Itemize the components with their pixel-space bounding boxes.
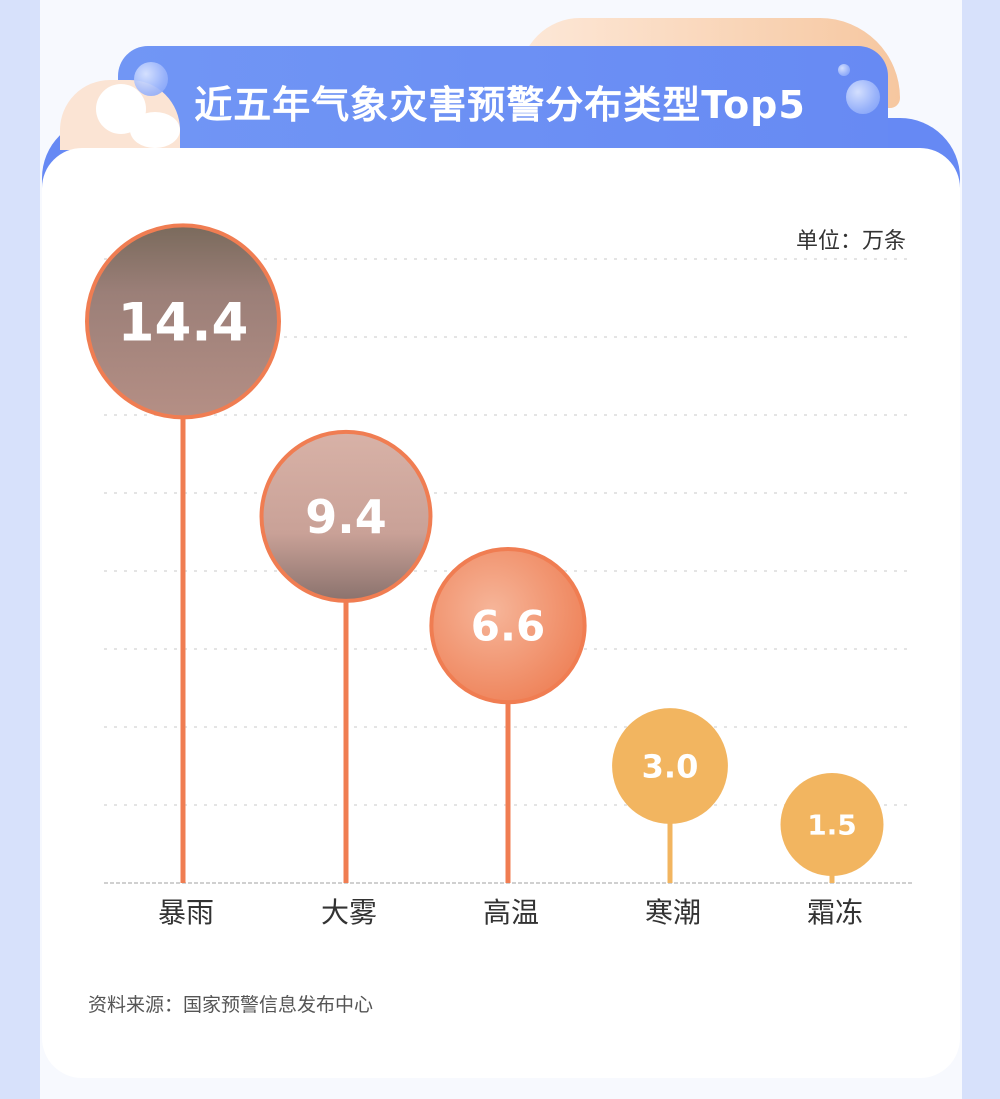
x-tick-label: 霜冻 [807,896,863,929]
source-note: 资料来源：国家预警信息发布中心 [88,994,374,1016]
bubble-icon [838,64,850,76]
x-tick-label: 寒潮 [645,896,701,929]
lollipop-marker [429,546,587,705]
unit-label: 单位：万条 [795,229,906,254]
x-tick-label: 高温 [483,896,539,929]
header-banner-top [118,46,888,156]
bubble-icon [846,80,880,114]
x-tick-label: 暴雨 [158,896,214,929]
cloud-puff [130,112,180,148]
value-label: 3.0 [642,748,699,786]
x-tick-label: 大雾 [321,896,377,929]
page-title: 近五年气象灾害预警分布类型Top5 [194,83,806,127]
lollipop-marker [612,708,728,824]
bubble-icon [134,62,168,96]
lollipop-marker [85,223,281,420]
value-label: 6.6 [471,602,545,651]
value-label: 9.4 [305,490,387,544]
value-label: 14.4 [118,292,249,353]
value-label: 1.5 [807,809,857,842]
lollipop-marker [780,773,884,876]
lollipop-marker [259,429,433,603]
